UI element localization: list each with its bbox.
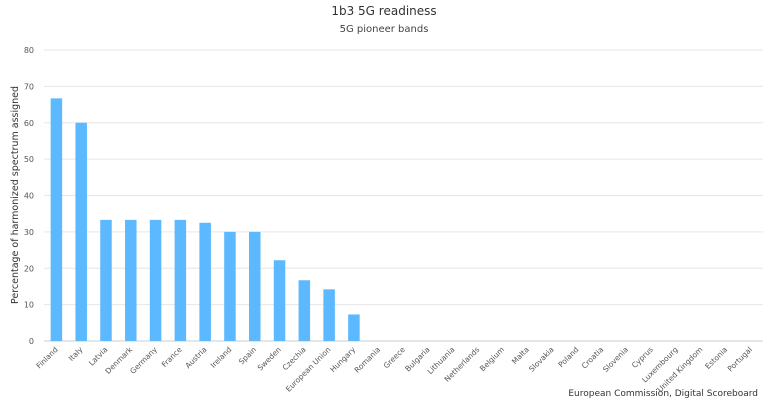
bar-european-union[interactable] (323, 289, 335, 341)
y-tick-label: 0 (29, 337, 34, 346)
bar-france[interactable] (174, 219, 187, 341)
y-tick-label: 40 (24, 192, 34, 201)
x-tick-label: Ireland (209, 345, 234, 370)
bar-denmark[interactable] (125, 219, 137, 341)
x-tick-label: France (160, 345, 184, 369)
x-tick-label: Spain (237, 345, 258, 366)
y-tick-label: 60 (24, 119, 34, 128)
credits-link[interactable]: European Commission, Digital Scoreboard (568, 389, 758, 399)
x-tick-label: Italy (67, 345, 85, 363)
x-tick-label: Sweden (256, 345, 283, 372)
y-axis-ticks: 0 10 20 30 40 50 60 70 80 (24, 46, 34, 346)
bars (50, 98, 360, 341)
bar-ireland[interactable] (224, 231, 236, 341)
bar-czechia[interactable] (298, 280, 311, 341)
bar-spain[interactable] (248, 231, 261, 341)
y-tick-label: 80 (24, 46, 34, 55)
bar-italy[interactable] (75, 122, 87, 341)
x-tick-label: Malta (510, 345, 531, 366)
x-tick-label: United Kingdom (655, 345, 704, 394)
y-tick-label: 30 (24, 228, 34, 237)
y-tick-label: 10 (24, 301, 34, 310)
chart-title: 1b3 5G readiness (331, 4, 437, 18)
x-tick-label: Slovenia (601, 345, 630, 374)
y-axis-label: Percentage of harmonized spectrum assign… (10, 86, 21, 304)
x-tick-label: Austria (183, 345, 208, 370)
bar-austria[interactable] (199, 222, 211, 341)
gridlines (44, 49, 763, 342)
x-tick-label: Romania (353, 345, 383, 375)
bar-sweden[interactable] (273, 260, 286, 341)
x-tick-label: Slovakia (527, 345, 556, 374)
bar-finland[interactable] (50, 98, 63, 341)
x-tick-label: Germany (128, 345, 159, 376)
x-tick-label: European Union (284, 345, 333, 394)
y-tick-label: 50 (24, 155, 34, 164)
y-tick-label: 70 (24, 82, 34, 91)
bar-latvia[interactable] (100, 219, 112, 341)
bar-germany[interactable] (149, 219, 162, 341)
y-tick-label: 20 (24, 264, 34, 273)
x-tick-label: Latvia (87, 345, 110, 368)
x-tick-label: Poland (556, 345, 580, 369)
x-tick-label: Belgium (478, 345, 506, 373)
x-tick-label: Portugal (726, 345, 754, 373)
x-tick-label: Finland (34, 345, 59, 370)
chart-subtitle: 5G pioneer bands (339, 24, 429, 35)
bar-hungary[interactable] (348, 314, 360, 341)
